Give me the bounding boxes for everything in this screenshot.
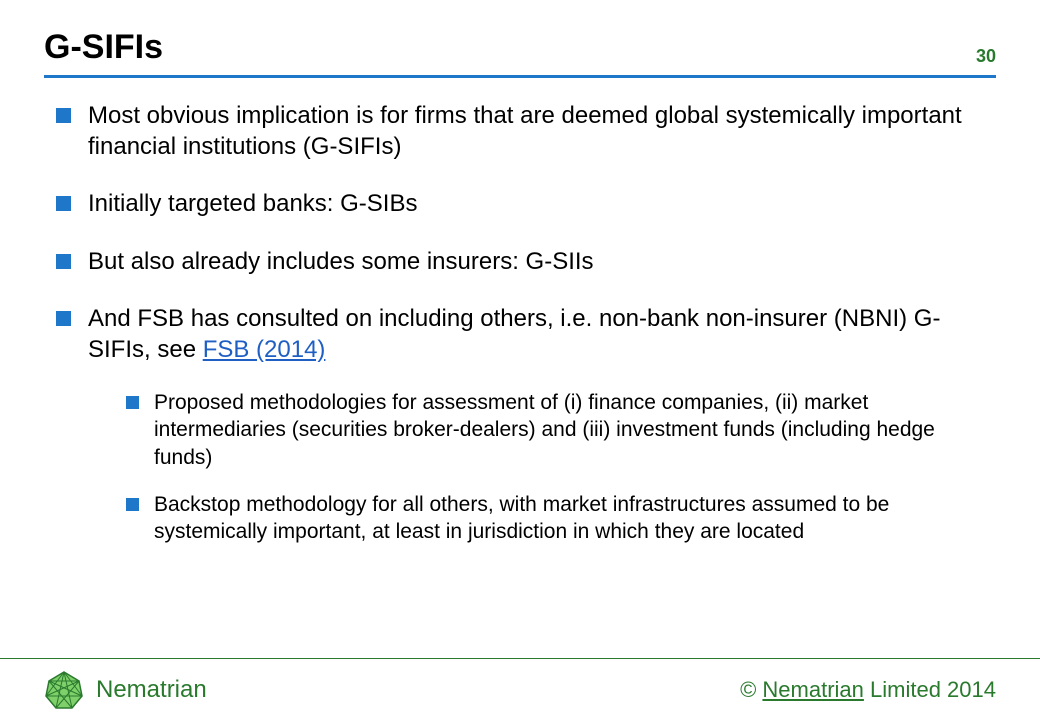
- bullet-text: Initially targeted banks: G-SIBs: [88, 190, 417, 217]
- header-row: G-SIFIs 30: [44, 28, 996, 71]
- sub-bullet-text: Backstop methodology for all others, wit…: [154, 493, 889, 543]
- sub-bullet-item: Backstop methodology for all others, wit…: [124, 491, 996, 546]
- bullet-text: Most obvious implication is for firms th…: [88, 102, 962, 160]
- page-number: 30: [976, 46, 996, 67]
- brand-name: Nematrian: [96, 676, 207, 704]
- sub-bullet-item: Proposed methodologies for assessment of…: [124, 389, 996, 471]
- copyright-prefix: ©: [740, 677, 762, 702]
- bullet-item: Most obvious implication is for firms th…: [52, 100, 996, 162]
- bullet-text: But also already includes some insurers:…: [88, 248, 594, 275]
- bullet-item: And FSB has consulted on including other…: [52, 303, 996, 546]
- footer: Nematrian © Nematrian Limited 2014: [0, 658, 1040, 720]
- title-rule: [44, 75, 996, 78]
- reference-link[interactable]: FSB (2014): [203, 336, 326, 363]
- brand-logo-icon: [44, 670, 84, 710]
- bullet-item: Initially targeted banks: G-SIBs: [52, 188, 996, 219]
- copyright: © Nematrian Limited 2014: [740, 677, 996, 703]
- footer-left: Nematrian: [44, 670, 207, 710]
- copyright-brand: Nematrian: [762, 677, 863, 702]
- copyright-suffix: Limited 2014: [864, 677, 996, 702]
- bullet-item: But also already includes some insurers:…: [52, 246, 996, 277]
- slide: G-SIFIs 30 Most obvious implication is f…: [0, 0, 1040, 720]
- sub-bullet-list: Proposed methodologies for assessment of…: [88, 389, 996, 545]
- page-title: G-SIFIs: [44, 28, 163, 67]
- bullet-list: Most obvious implication is for firms th…: [44, 100, 996, 546]
- sub-bullet-text: Proposed methodologies for assessment of…: [154, 391, 935, 469]
